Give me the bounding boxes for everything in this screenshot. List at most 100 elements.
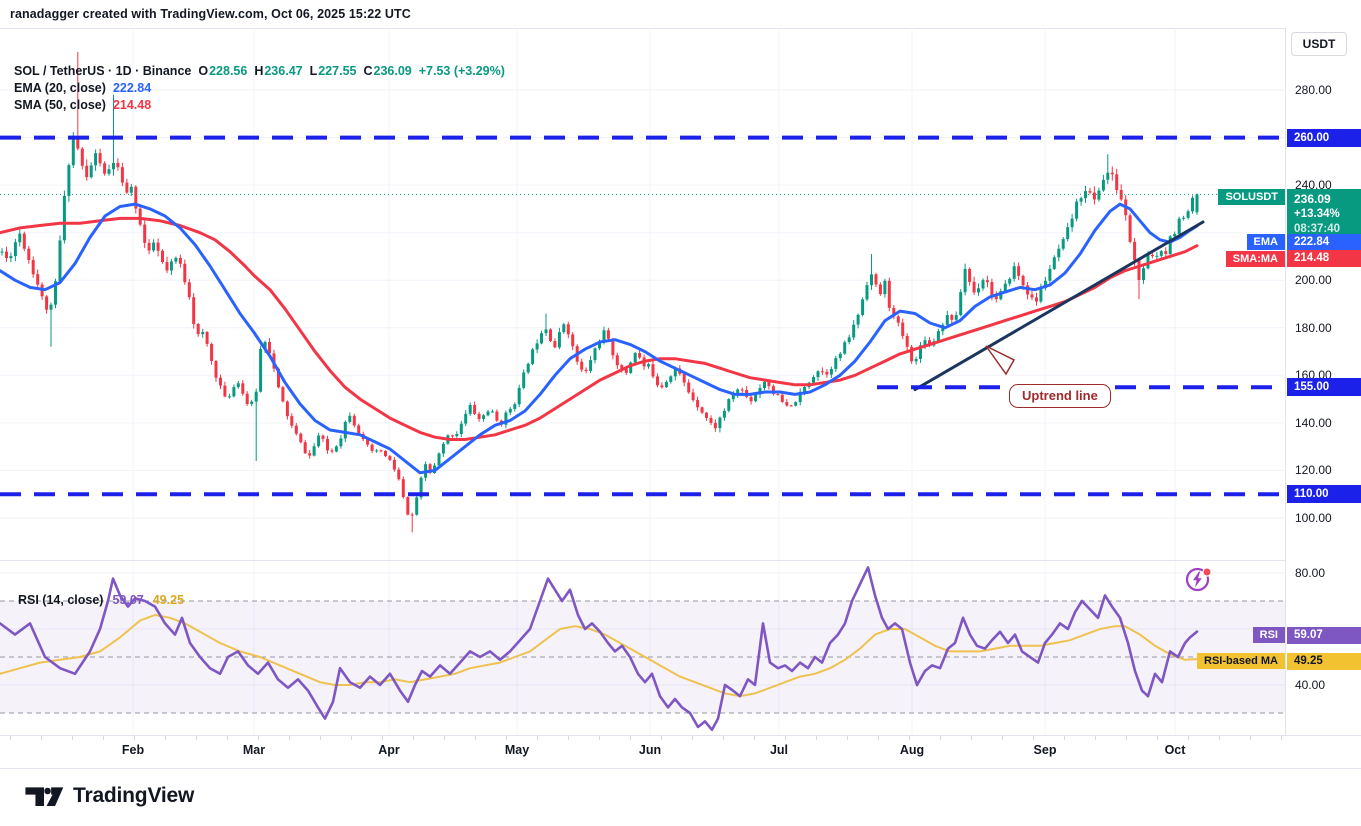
ema-legend-value: 222.84 <box>112 80 152 95</box>
time-axis-tick <box>1095 736 1096 740</box>
time-axis-tick <box>289 736 290 740</box>
time-axis-tick <box>165 736 166 740</box>
ohlc-close: C 236.09 <box>363 63 412 78</box>
chart-line <box>0 566 1199 732</box>
symbol-tag: SOLUSDT <box>1218 189 1285 205</box>
time-axis-tick <box>537 736 538 740</box>
callout-tail <box>985 345 1016 376</box>
time-axis-tick <box>72 736 73 740</box>
uptrend-trendline[interactable] <box>913 220 1205 392</box>
price-axis-label: 280.00 <box>1295 83 1332 97</box>
last-price: 236.09 <box>1294 192 1331 206</box>
sma-tag: SMA:MA <box>1225 250 1285 267</box>
time-axis-tick <box>10 736 11 740</box>
pane-top-border <box>0 28 1361 29</box>
time-axis-tick <box>351 736 352 740</box>
price-axis-label: 120.00 <box>1295 463 1332 478</box>
month-label: Feb <box>121 743 145 757</box>
tradingview-logo-mark <box>25 787 64 806</box>
tradingview-logo-text: TradingView <box>73 784 195 807</box>
month-label: Oct <box>1164 743 1186 757</box>
ohlc-high: H 236.47 <box>254 63 303 78</box>
time-axis-tick <box>506 736 507 740</box>
month-label: May <box>504 743 530 757</box>
ohlc-low: L 227.55 <box>309 63 357 78</box>
rsi-value-badge: 59.07 <box>1287 626 1361 644</box>
time-axis-tick <box>971 736 972 740</box>
time-axis-tick <box>723 736 724 740</box>
price-level-badge: 110.00 <box>1287 485 1361 504</box>
time-axis-tick <box>41 736 42 740</box>
rsi-legend-value: 59.07 <box>112 593 144 607</box>
time-axis-tick <box>816 736 817 740</box>
chart-svg[interactable] <box>0 28 1285 770</box>
sma-value-badge: 214.48 <box>1287 250 1361 267</box>
currency-unit-button[interactable]: USDT <box>1291 32 1347 56</box>
time-axis-tick <box>909 736 910 740</box>
time-axis-tick <box>1002 736 1003 740</box>
month-label: Sep <box>1033 743 1057 757</box>
time-axis-tick <box>1219 736 1220 740</box>
sma-legend-label[interactable]: SMA (50, close) <box>14 97 106 112</box>
ema-tag: EMA <box>1246 234 1285 250</box>
month-label: Mar <box>242 743 266 757</box>
rsi-legend-label[interactable]: RSI (14, close) <box>18 593 104 607</box>
uptrend-line-callout[interactable]: Uptrend line <box>1009 384 1111 408</box>
price-scale[interactable]: USDT 236.09 +13.34% 08:37:40 280.00 240.0… <box>1285 28 1361 735</box>
rsi-ma-value-badge: 49.25 <box>1287 652 1361 670</box>
chart-line <box>0 216 1199 441</box>
time-axis-tick <box>1126 736 1127 740</box>
price-level-badge: 260.00 <box>1287 128 1361 147</box>
price-axis-label: 200.00 <box>1295 273 1332 288</box>
price-axis-label: 100.00 <box>1295 511 1332 525</box>
time-axis-tick <box>1064 736 1065 740</box>
price-axis-label: 140.00 <box>1295 415 1332 430</box>
candlestick-series <box>0 52 1199 533</box>
time-axis-tick <box>785 736 786 740</box>
sma-legend-value: 214.48 <box>112 97 152 112</box>
symbol-title[interactable]: SOL / TetherUS · 1D · Binance <box>14 63 192 78</box>
time-axis-tick <box>320 736 321 740</box>
ema-legend-label[interactable]: EMA (20, close) <box>14 80 106 95</box>
rsi-ma-legend-value: 49.25 <box>152 593 185 607</box>
time-axis-tick <box>754 736 755 740</box>
rsi-legend: RSI (14, close) 59.07 49.25 <box>18 593 184 607</box>
ema-value-badge: 222.84 <box>1287 233 1361 251</box>
ohlc-open: O 228.56 <box>198 63 248 78</box>
rsi-tag: RSI <box>1252 627 1285 643</box>
time-axis-tick <box>1033 736 1034 740</box>
rsi-axis-label: 80.00 <box>1295 566 1326 580</box>
time-axis-tick <box>227 736 228 740</box>
price-axis-label: 240.00 <box>1295 178 1332 193</box>
time-axis-tick <box>692 736 693 740</box>
month-label: Jun <box>638 743 662 757</box>
time-axis-tick <box>382 736 383 740</box>
rsi-ma-tag: RSI-based MA <box>1197 653 1285 669</box>
month-label: Aug <box>899 743 925 757</box>
time-axis-tick <box>1188 736 1189 740</box>
time-axis-tick <box>103 736 104 740</box>
chart-line <box>0 202 1199 475</box>
month-label: Apr <box>378 743 400 757</box>
time-axis-tick <box>258 736 259 740</box>
rsi-axis-label: 40.00 <box>1295 678 1326 692</box>
flash-boost-icon[interactable] <box>1184 564 1214 594</box>
change-percent: +13.34% <box>1294 208 1340 220</box>
symbol-price-badge: 236.09 +13.34% 08:37:40 <box>1287 189 1361 240</box>
attribution-text: ranadagger created with TradingView.com,… <box>10 7 411 21</box>
time-axis-tick <box>940 736 941 740</box>
chart-line <box>0 614 1198 698</box>
time-axis-tick <box>568 736 569 740</box>
time-axis-tick <box>134 736 135 740</box>
time-axis-tick <box>630 736 631 740</box>
time-axis-tick <box>444 736 445 740</box>
price-level-badge: 155.00 <box>1287 378 1361 397</box>
month-label: Jul <box>769 743 789 757</box>
tradingview-logo[interactable]: TradingView <box>24 782 194 810</box>
time-axis-tick <box>878 736 879 740</box>
time-axis-tick <box>1157 736 1158 740</box>
time-scale[interactable]: Feb Mar Apr May Jun Jul Aug Sep Oct <box>0 735 1361 769</box>
